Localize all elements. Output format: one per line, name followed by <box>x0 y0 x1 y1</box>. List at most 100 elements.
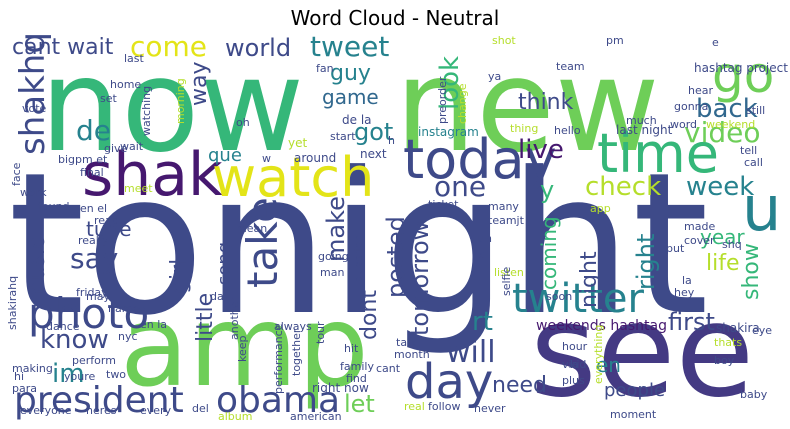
cloud-word: start <box>330 130 356 143</box>
cloud-word: now <box>40 32 304 181</box>
cloud-word: y <box>540 176 554 204</box>
cloud-word: la <box>682 274 692 287</box>
cloud-word: en la <box>140 318 167 331</box>
cloud-word: new <box>395 32 660 181</box>
cloud-word: weekend <box>706 118 755 131</box>
cloud-word: tonight <box>8 131 709 359</box>
cloud-word: wait <box>120 140 144 153</box>
cloud-word: tour <box>314 321 327 344</box>
cloud-word: team <box>556 60 585 73</box>
cloud-word: en el <box>80 202 107 215</box>
cloud-word: kid <box>570 358 586 371</box>
cloud-word: last night <box>616 123 673 137</box>
cloud-word: work <box>20 186 47 199</box>
cloud-word: hey <box>674 286 695 299</box>
cloud-word: question <box>352 234 365 282</box>
cloud-word: first <box>668 308 715 336</box>
cloud-word: del <box>192 402 209 415</box>
cloud-word: face <box>10 162 23 186</box>
cloud-word: will <box>446 335 496 370</box>
cloud-word: know <box>40 325 109 355</box>
cloud-word: thing <box>510 122 538 135</box>
cloud-word: word <box>670 118 697 131</box>
cloud-word: twitter <box>512 276 644 322</box>
cloud-word: made <box>684 220 715 233</box>
cloud-word: another <box>228 297 241 340</box>
cloud-word: performance <box>272 323 285 394</box>
cloud-word: de la <box>342 113 372 127</box>
cloud-word: way <box>187 62 212 107</box>
cloud-word: find <box>346 372 367 385</box>
cloud-word: rt <box>472 307 493 337</box>
cloud-word: dont <box>357 290 382 340</box>
cloud-word: making <box>12 362 53 375</box>
cloud-word: say <box>70 242 118 275</box>
cloud-word: man <box>320 266 344 279</box>
cloud-word: thats <box>714 336 742 349</box>
cloud-word: im <box>52 359 85 389</box>
cloud-word: hour <box>562 340 588 353</box>
cloud-word: e <box>712 36 719 49</box>
cloud-word: everything <box>592 325 605 384</box>
cloud-word: perform <box>72 354 116 367</box>
cloud-word: game <box>322 85 379 109</box>
cloud-word: come <box>130 30 207 63</box>
cloud-word: go <box>712 46 774 104</box>
cloud-word: tune <box>86 217 132 241</box>
cloud-word: take <box>238 197 287 288</box>
cloud-word: soon <box>546 290 572 303</box>
cloud-word: teamjt <box>488 214 525 227</box>
cloud-word: ya <box>488 70 501 83</box>
cloud-word: song <box>214 242 235 285</box>
cloud-word: w <box>262 152 271 165</box>
cloud-word: together <box>290 328 303 376</box>
cloud-word: last <box>124 52 145 65</box>
cloud-word: mean <box>236 222 267 235</box>
cloud-word: shakira <box>716 321 760 335</box>
cloud-word: hi <box>14 370 24 383</box>
cloud-word: shq <box>722 238 742 251</box>
cloud-word: cant wait <box>12 35 114 60</box>
cloud-word: one <box>434 170 486 203</box>
cloud-word: u <box>742 172 781 245</box>
cloud-word: app <box>590 202 611 215</box>
cloud-word: heres <box>86 404 117 417</box>
cloud-word: shak <box>82 140 223 210</box>
cloud-word: hello <box>554 124 581 137</box>
cloud-word: keep <box>236 335 249 362</box>
cloud-word: un <box>478 232 492 245</box>
cloud-word: hashtag project <box>694 61 788 75</box>
cloud-word: friday <box>76 286 108 299</box>
cloud-word: home <box>110 78 141 91</box>
cloud-word: selfie <box>500 267 513 296</box>
cloud-word: morning <box>174 78 187 124</box>
cloud-word: time <box>597 122 719 185</box>
cloud-word: president <box>14 380 184 421</box>
cloud-word: set <box>100 92 117 105</box>
cloud-word: read <box>94 214 119 227</box>
cloud-word: never <box>474 402 506 415</box>
cloud-word: hit <box>344 342 359 355</box>
cloud-word: shakhq <box>13 32 53 155</box>
cloud-word: dance <box>46 320 80 333</box>
cloud-word: para <box>12 382 37 395</box>
cloud-word: give <box>104 142 128 155</box>
cloud-word: much <box>626 114 657 127</box>
cloud-word: nyc <box>118 330 138 343</box>
cloud-word: shot <box>492 34 516 47</box>
cloud-word: obama <box>216 380 340 421</box>
cloud-word: guy <box>330 61 371 86</box>
cloud-word: posted <box>382 216 410 298</box>
cloud-word: vote <box>22 102 47 115</box>
cloud-word: talk <box>396 336 417 349</box>
cloud-word: night <box>577 251 602 308</box>
cloud-word: back <box>696 94 758 124</box>
cloud-word: live <box>518 135 564 165</box>
cloud-word: day <box>405 354 493 410</box>
cloud-word: everyone <box>20 404 72 417</box>
cloud-word: h <box>388 134 395 147</box>
cloud-word: moment <box>610 408 657 421</box>
cloud-word: cant <box>376 362 401 375</box>
cloud-word: cover <box>684 234 715 247</box>
